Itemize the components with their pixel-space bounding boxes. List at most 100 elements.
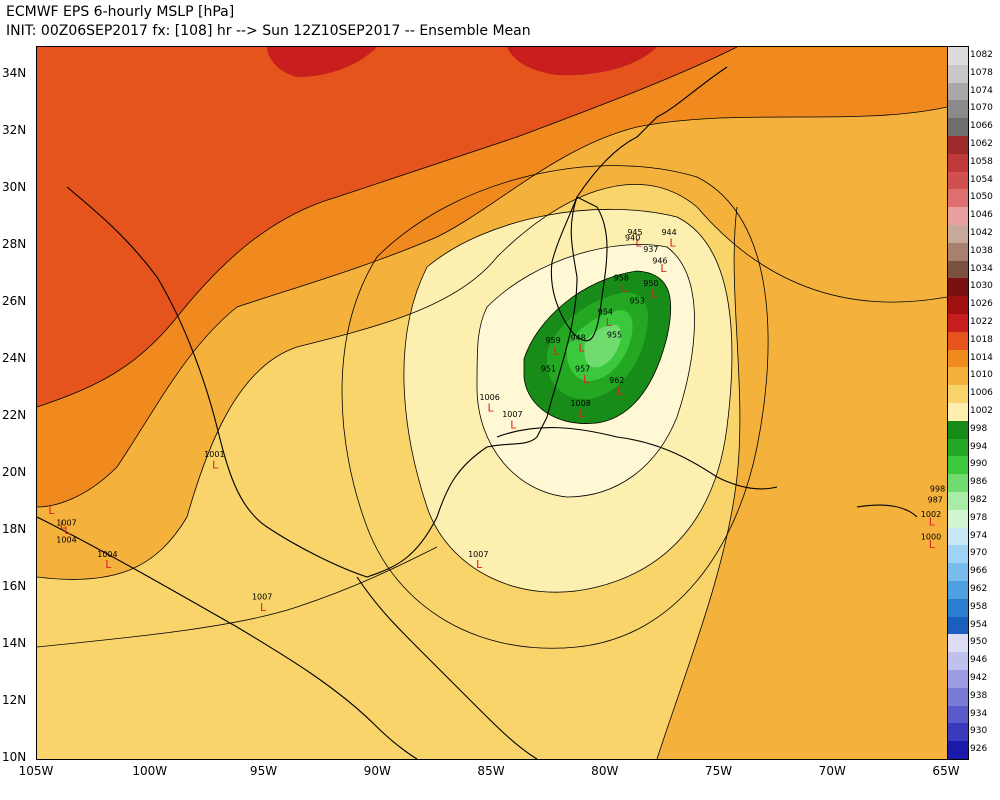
low-marker: L [583,373,590,386]
colorbar-level-label: 978 [970,512,988,523]
pressure-label: 957 [575,365,590,374]
pressure-label: 1002 [921,510,941,519]
low-marker: L [64,524,71,537]
pressure-label: 948 [570,333,585,342]
colorbar-swatch [948,296,968,314]
pressure-label: 955 [607,330,622,339]
coastline-gulf [66,66,728,578]
colorbar-swatch [948,118,968,136]
colorbar-level-label: 962 [970,583,988,594]
lat-tick-label: 28N [2,237,27,252]
low-marker: L [606,316,613,329]
lat-tick-label: 16N [2,579,27,594]
colorbar-swatch [948,82,968,101]
lon-tick-label: 100W [132,764,168,778]
pressure-label: 958 [614,274,629,283]
low-marker: L [622,282,629,295]
low-marker: L [212,459,219,472]
colorbar-level-label: 926 [970,744,988,755]
pressure-label: 1004 [97,550,117,559]
colorbar-swatch [948,634,968,653]
low-marker: L [487,402,494,415]
colorbar-swatch [948,598,968,617]
pressure-fill-1026 [267,47,657,77]
colorbar-level-label: 994 [970,441,988,452]
colorbar-level-label: 1074 [970,85,993,96]
lat-tick-label: 22N [2,408,27,423]
colorbar-swatch [948,420,968,439]
lat-tick-label: 24N [2,351,27,366]
colorbar-level-label: 1022 [970,316,993,327]
pressure-fill-1022 [37,47,737,407]
colorbar-swatch [948,456,968,475]
lon-tick-label: 95W [249,764,278,778]
colorbar-level-label: 958 [970,601,988,612]
colorbar-swatch [948,581,968,599]
pressure-fill-1010-east [657,207,947,759]
colorbar-level-label: 1038 [970,245,993,256]
low-marker: L [260,601,267,614]
colorbar-level-label: 1082 [970,49,993,60]
low-marker: L [48,504,55,517]
low-marker: L [578,342,585,355]
colorbar-swatch [948,545,968,564]
isobar [656,206,741,759]
colorbar-swatch [948,687,968,706]
colorbar-level-label: 1030 [970,281,993,292]
pressure-label: 987 [928,496,943,505]
colorbar-swatch [948,670,968,688]
colorbar-level-label: 1054 [970,174,993,185]
low-marker: L [929,515,936,528]
colorbar-level-label: 982 [970,494,988,505]
lon-tick-label: 70W [818,764,846,778]
lat-tick-label: 30N [2,180,27,195]
colorbar-swatch [948,438,968,457]
colorbar-level-label: 1014 [970,352,993,363]
coastline-florida [550,196,608,342]
colorbar-level-label: 1070 [970,103,993,114]
lat-tick-label: 32N [2,123,27,138]
colorbar-level-label: 1006 [970,388,993,399]
isobar [341,165,769,649]
pressure-label: 1007 [252,593,272,602]
colorbar-swatch [948,705,968,724]
colorbar-swatch [948,136,968,154]
colorbar-swatch [948,563,968,581]
coastline-pacific [37,516,418,759]
pressure-label: 1006 [479,393,499,402]
pressure-label: 1008 [570,399,590,408]
isobar [37,47,738,408]
colorbar-level-label: 974 [970,530,988,541]
pressure-label: 946 [652,256,667,265]
coastline-hispaniola [856,504,918,518]
colorbar-level-label: 946 [970,655,988,666]
pressure-label: 1001 [204,450,224,459]
low-marker: L [578,407,585,420]
colorbar-swatch [948,385,968,403]
colorbar-swatch [948,64,968,83]
colorbar-level-label: 1034 [970,263,993,274]
pressure-label: 945 [627,228,642,237]
colorbar-level-label: 1058 [970,156,993,167]
low-marker: L [660,262,667,275]
colorbar-level-label: 1062 [970,138,993,149]
colorbar-swatch [948,207,968,225]
pressure-label: 998 [930,484,945,493]
colorbar-swatch [948,171,968,190]
colorbar-level-label: 990 [970,459,988,470]
coastline-central-america [356,576,538,759]
colorbar-level-label: 1042 [970,227,993,238]
colorbar-swatch [948,527,968,546]
colorbar-swatch [948,189,968,208]
colorbar-swatch [948,153,968,172]
isobar [37,106,947,508]
pressure-label: 959 [545,336,560,345]
lon-tick-label: 90W [363,764,391,778]
low-marker: L [669,236,676,249]
lon-tick-label: 80W [591,764,619,778]
isobar [476,244,695,498]
colorbar-level-label: 1050 [970,192,993,203]
colorbar-swatch [948,242,968,261]
colorbar-level-label: 934 [970,708,988,719]
colorbar-level-label: 942 [970,672,988,683]
